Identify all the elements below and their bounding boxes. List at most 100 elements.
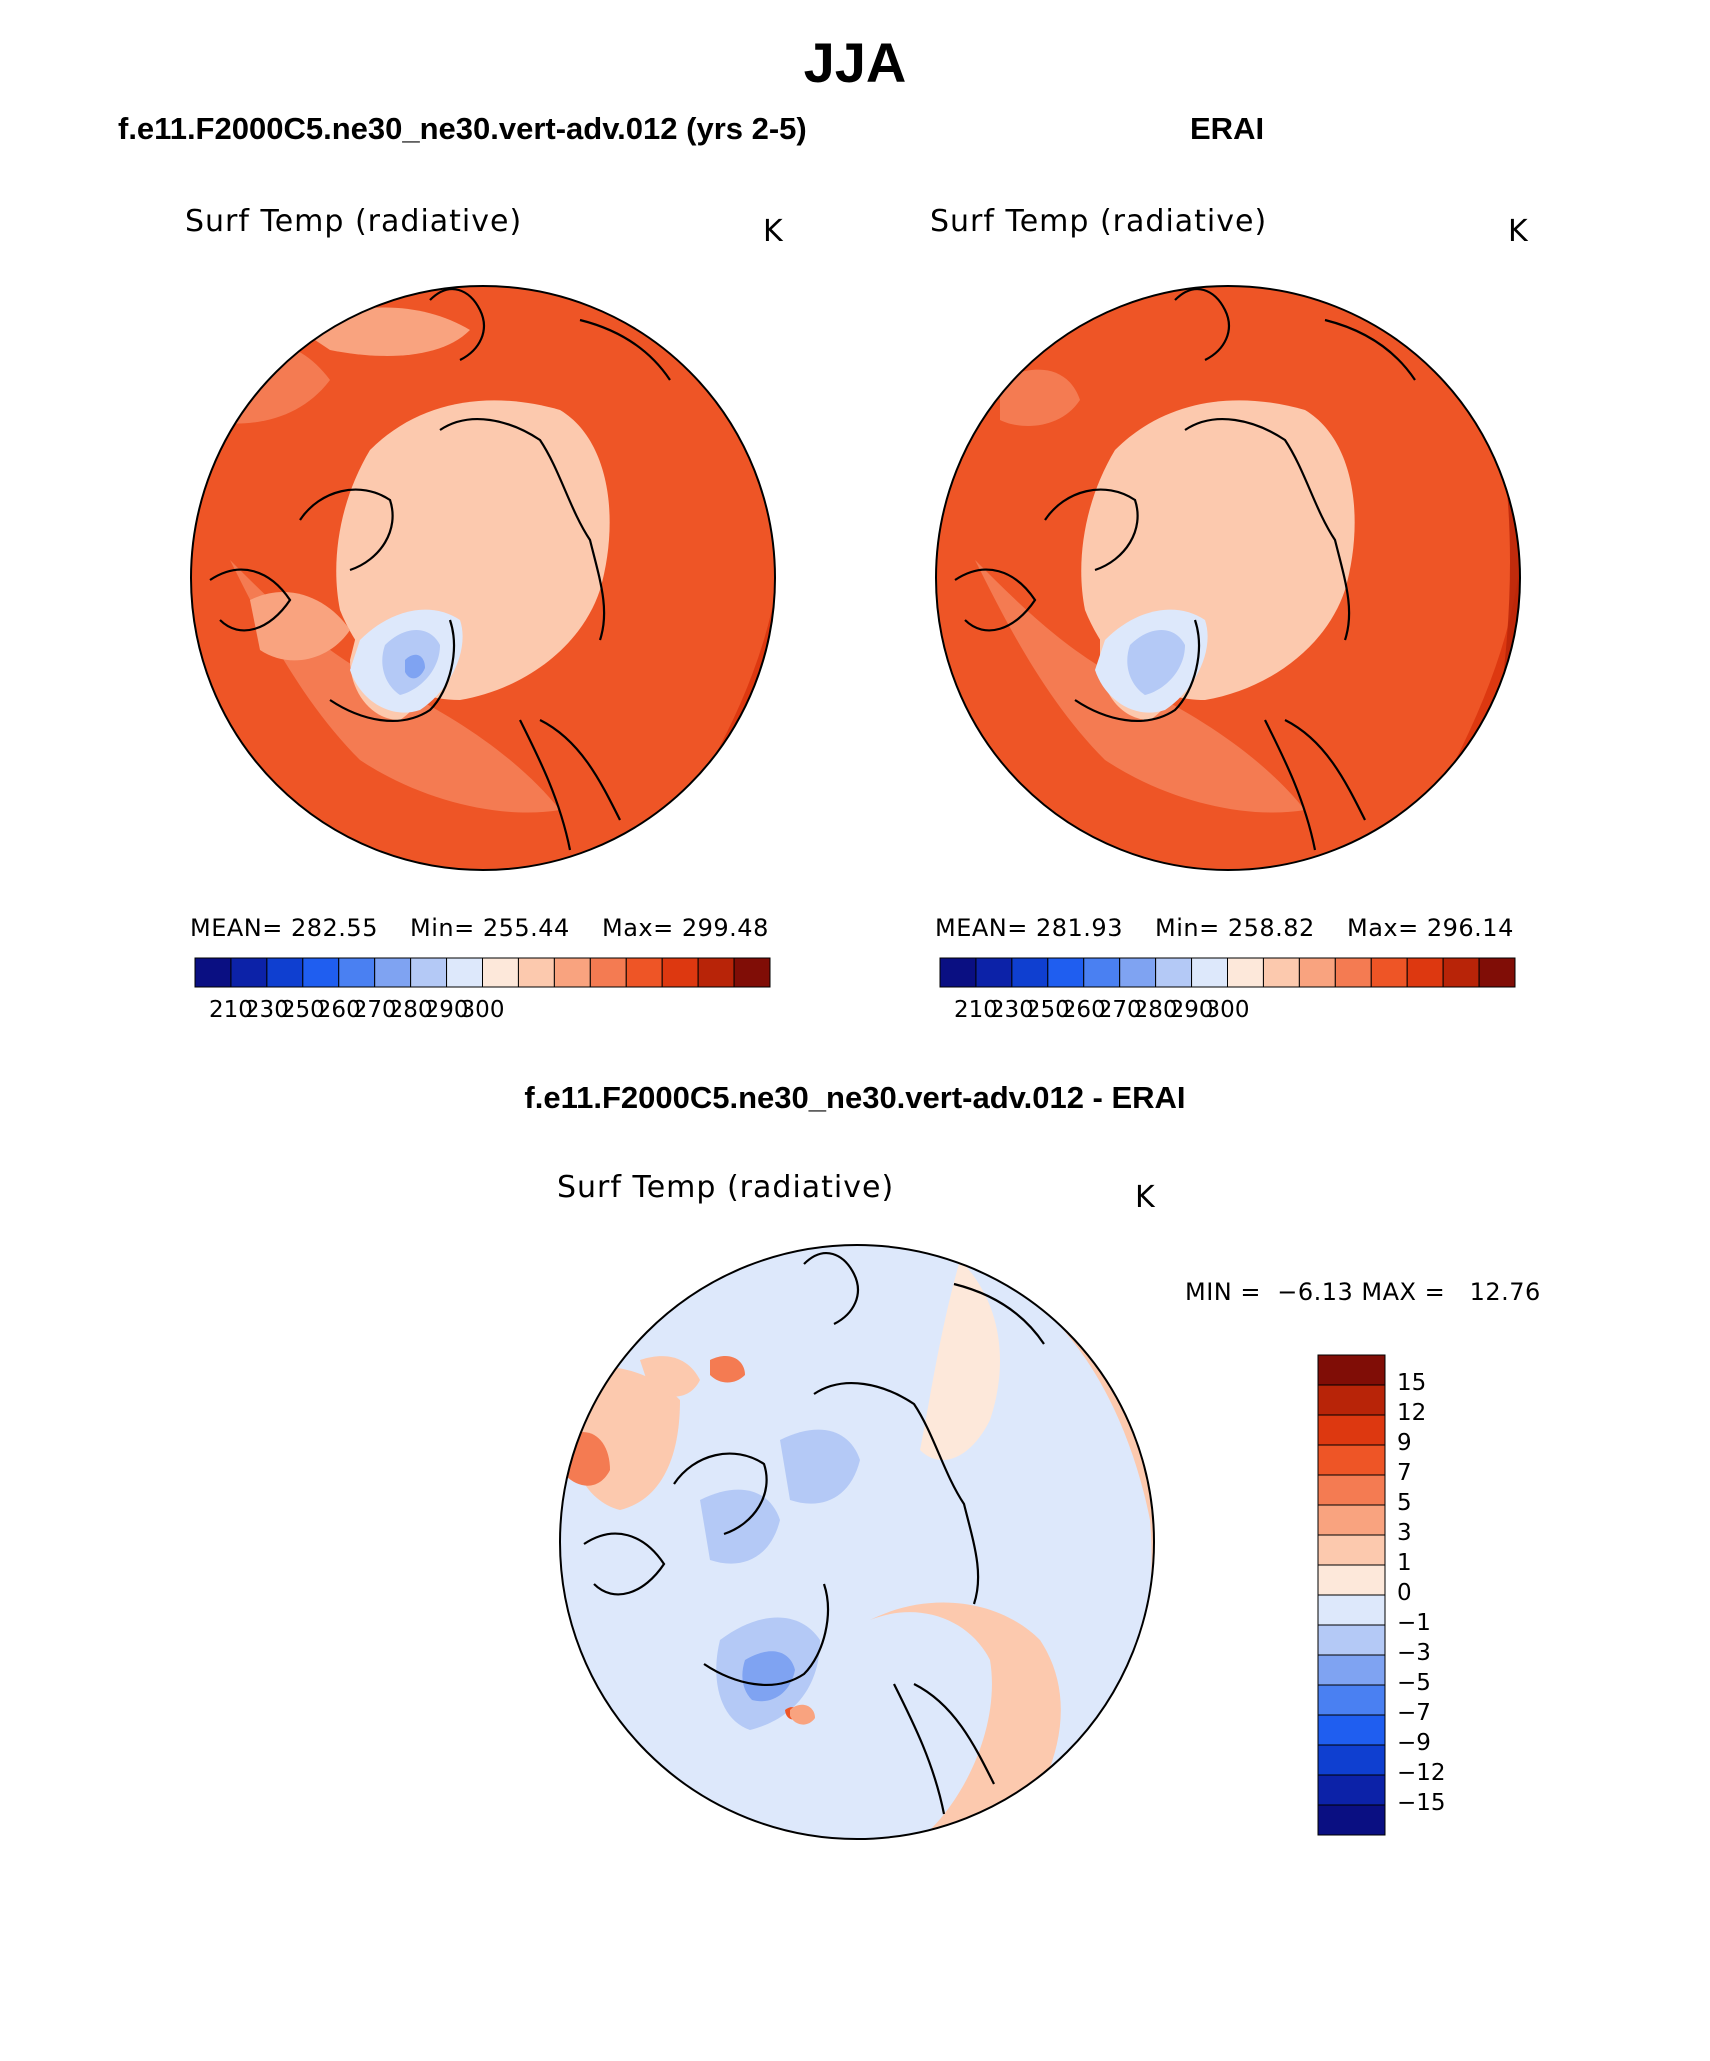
left-polar-map [190,285,776,871]
diff-minmax-stat: MIN = −6.13 MAX = 12.76 [1185,1278,1541,1306]
diff-units-label: K [1135,1180,1156,1215]
left-mean-stat: MEAN= 282.55 [190,914,378,942]
diff-colorbar-box [1317,1624,1386,1656]
diff-colorbar-box [1317,1354,1386,1386]
diff-colorbar-box [1317,1804,1386,1836]
right-colorbar-box [1406,957,1444,988]
left-colorbar-box [302,957,340,988]
diff-colorbar-tick: −1 [1397,1610,1431,1636]
figure-title: JJA [803,31,907,94]
right-variable-label: Surf Temp (radiative) [930,204,1268,239]
right-colorbar-box [1119,957,1157,988]
diff-colorbar-box [1317,1594,1386,1626]
left-colorbar-box [625,957,663,988]
diff-colorbar-box [1317,1444,1386,1476]
left-colorbar-tick: 260 [316,997,361,1023]
right-polar-map [935,285,1521,871]
diff-colorbar-box [1317,1564,1386,1596]
diff-colorbar-box [1317,1504,1386,1536]
right-colorbar-tick: 290 [1169,997,1214,1023]
diff-colorbar-tick: −15 [1397,1790,1446,1816]
diff-colorbar-tick: 9 [1397,1430,1412,1456]
right-colorbar-box [1047,957,1085,988]
right-colorbar-box [1011,957,1049,988]
diff-colorbar-tick: −7 [1397,1700,1431,1726]
diff-colorbar-box [1317,1384,1386,1416]
right-min-stat: Min= 258.82 [1155,914,1315,942]
left-colorbar-box [517,957,555,988]
left-colorbar-tick: 270 [352,997,397,1023]
right-mean-stat: MEAN= 281.93 [935,914,1123,942]
right-colorbar-box [1083,957,1121,988]
right-colorbar-box [1334,957,1372,988]
right-panel-title: ERAI [1190,111,1265,146]
right-colorbar-tick: 250 [1025,997,1070,1023]
diff-colorbar-tick: 0 [1397,1580,1412,1606]
right-colorbar-tick: 270 [1097,997,1142,1023]
diff-polar-map [559,1244,1155,1840]
left-colorbar-box [266,957,304,988]
left-colorbar-tick: 290 [424,997,469,1023]
diff-colorbar-tick: −3 [1397,1640,1431,1666]
right-colorbar-tick: 300 [1205,997,1250,1023]
diff-variable-label: Surf Temp (radiative) [557,1170,895,1205]
left-colorbar-box [553,957,591,988]
right-colorbar-box [1478,957,1516,988]
diff-colorbar-tick: 15 [1397,1370,1427,1396]
left-colorbar-box [589,957,627,988]
diff-colorbar-box [1317,1744,1386,1776]
diff-colorbar-tick: 5 [1397,1490,1412,1516]
right-colorbar-box [1262,957,1300,988]
right-max-stat: Max= 296.14 [1347,914,1514,942]
diff-colorbar-box [1317,1654,1386,1686]
right-colorbar-box [975,957,1013,988]
right-colorbar-box [1227,957,1264,988]
diff-colorbar-tick: −9 [1397,1730,1431,1756]
left-units-label: K [763,214,784,249]
right-colorbar-box [1191,957,1228,988]
left-min-stat: Min= 255.44 [410,914,570,942]
left-colorbar-box [697,957,735,988]
right-colorbar-box [1155,957,1193,988]
left-colorbar-box [338,957,376,988]
left-max-stat: Max= 299.48 [602,914,769,942]
diff-colorbar-tick: −5 [1397,1670,1431,1696]
left-colorbar-tick: 280 [388,997,433,1023]
diff-colorbar-box [1317,1774,1386,1806]
left-colorbar-tick: 250 [280,997,325,1023]
right-colorbar-tick: 260 [1061,997,1106,1023]
right-colorbar-box [1370,957,1408,988]
left-colorbar-box [230,957,268,988]
left-panel-title: f.e11.F2000C5.ne30_ne30.vert-adv.012 (yr… [118,111,807,146]
diff-colorbar-box [1317,1414,1386,1446]
left-colorbar-box [410,957,448,988]
right-units-label: K [1508,214,1529,249]
right-colorbar-box [1298,957,1336,988]
diff-colorbar [1317,1354,1386,1836]
diff-colorbar-box [1317,1474,1386,1506]
left-colorbar-box [733,957,771,988]
left-colorbar-tick: 230 [244,997,289,1023]
left-colorbar-tick: 210 [208,997,253,1023]
diff-colorbar-tick: 1 [1397,1550,1412,1576]
right-colorbar-box [1442,957,1480,988]
left-colorbar-box [482,957,519,988]
right-colorbar-tick: 280 [1133,997,1178,1023]
diff-colorbar-tick: 12 [1397,1400,1427,1426]
right-colorbar-box [939,957,977,988]
right-colorbar [939,957,1516,988]
right-colorbar-tick: 210 [953,997,998,1023]
diff-panel-title: f.e11.F2000C5.ne30_ne30.vert-adv.012 - E… [524,1080,1186,1115]
left-colorbar-box [194,957,232,988]
left-colorbar-box [446,957,483,988]
right-colorbar-tick: 230 [989,997,1034,1023]
diff-colorbar-tick: 7 [1397,1460,1412,1486]
left-colorbar-tick: 300 [460,997,505,1023]
diff-colorbar-tick: 3 [1397,1520,1412,1546]
diff-colorbar-tick: −12 [1397,1760,1446,1786]
diff-colorbar-box [1317,1534,1386,1566]
diff-colorbar-box [1317,1684,1386,1716]
diff-colorbar-box [1317,1714,1386,1746]
left-colorbar [194,957,771,988]
